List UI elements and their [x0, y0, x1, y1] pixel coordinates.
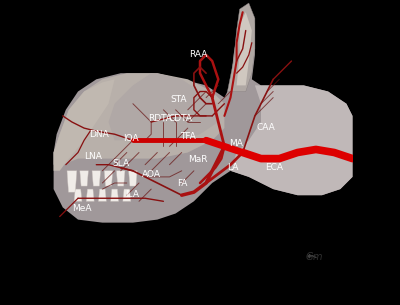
Polygon shape [108, 73, 218, 140]
Polygon shape [92, 171, 100, 186]
Polygon shape [54, 73, 224, 165]
Polygon shape [228, 3, 255, 91]
Polygon shape [111, 189, 118, 201]
Text: MeA: MeA [72, 204, 92, 214]
Polygon shape [129, 171, 137, 186]
Text: IOA: IOA [124, 134, 139, 143]
Text: STA: STA [170, 95, 187, 104]
Polygon shape [80, 171, 88, 186]
Polygon shape [237, 12, 252, 85]
Polygon shape [54, 6, 352, 223]
Text: DNA: DNA [89, 130, 109, 139]
Text: RDTA: RDTA [148, 114, 172, 124]
Text: MA: MA [229, 139, 243, 148]
Text: MaR: MaR [188, 155, 207, 164]
Polygon shape [54, 79, 114, 171]
Text: RAA: RAA [189, 50, 208, 59]
Text: ILA: ILA [125, 190, 139, 199]
Text: TFA: TFA [180, 132, 196, 141]
Text: LNA: LNA [84, 152, 102, 161]
Text: $\mathregular{\mathit{Gm}}$: $\mathregular{\mathit{Gm}}$ [304, 250, 323, 262]
Text: FA: FA [178, 178, 188, 188]
Text: SLA: SLA [113, 159, 130, 168]
Polygon shape [74, 189, 82, 201]
Text: ECA: ECA [265, 163, 283, 172]
Text: AOA: AOA [142, 170, 161, 179]
Polygon shape [104, 171, 113, 186]
Polygon shape [116, 171, 125, 186]
Polygon shape [230, 85, 352, 195]
Polygon shape [86, 189, 94, 201]
Polygon shape [98, 189, 106, 201]
Text: CDTA: CDTA [168, 114, 192, 124]
Text: LA: LA [227, 163, 238, 172]
Text: CAA: CAA [256, 123, 275, 132]
Polygon shape [123, 189, 131, 201]
Polygon shape [67, 171, 77, 192]
